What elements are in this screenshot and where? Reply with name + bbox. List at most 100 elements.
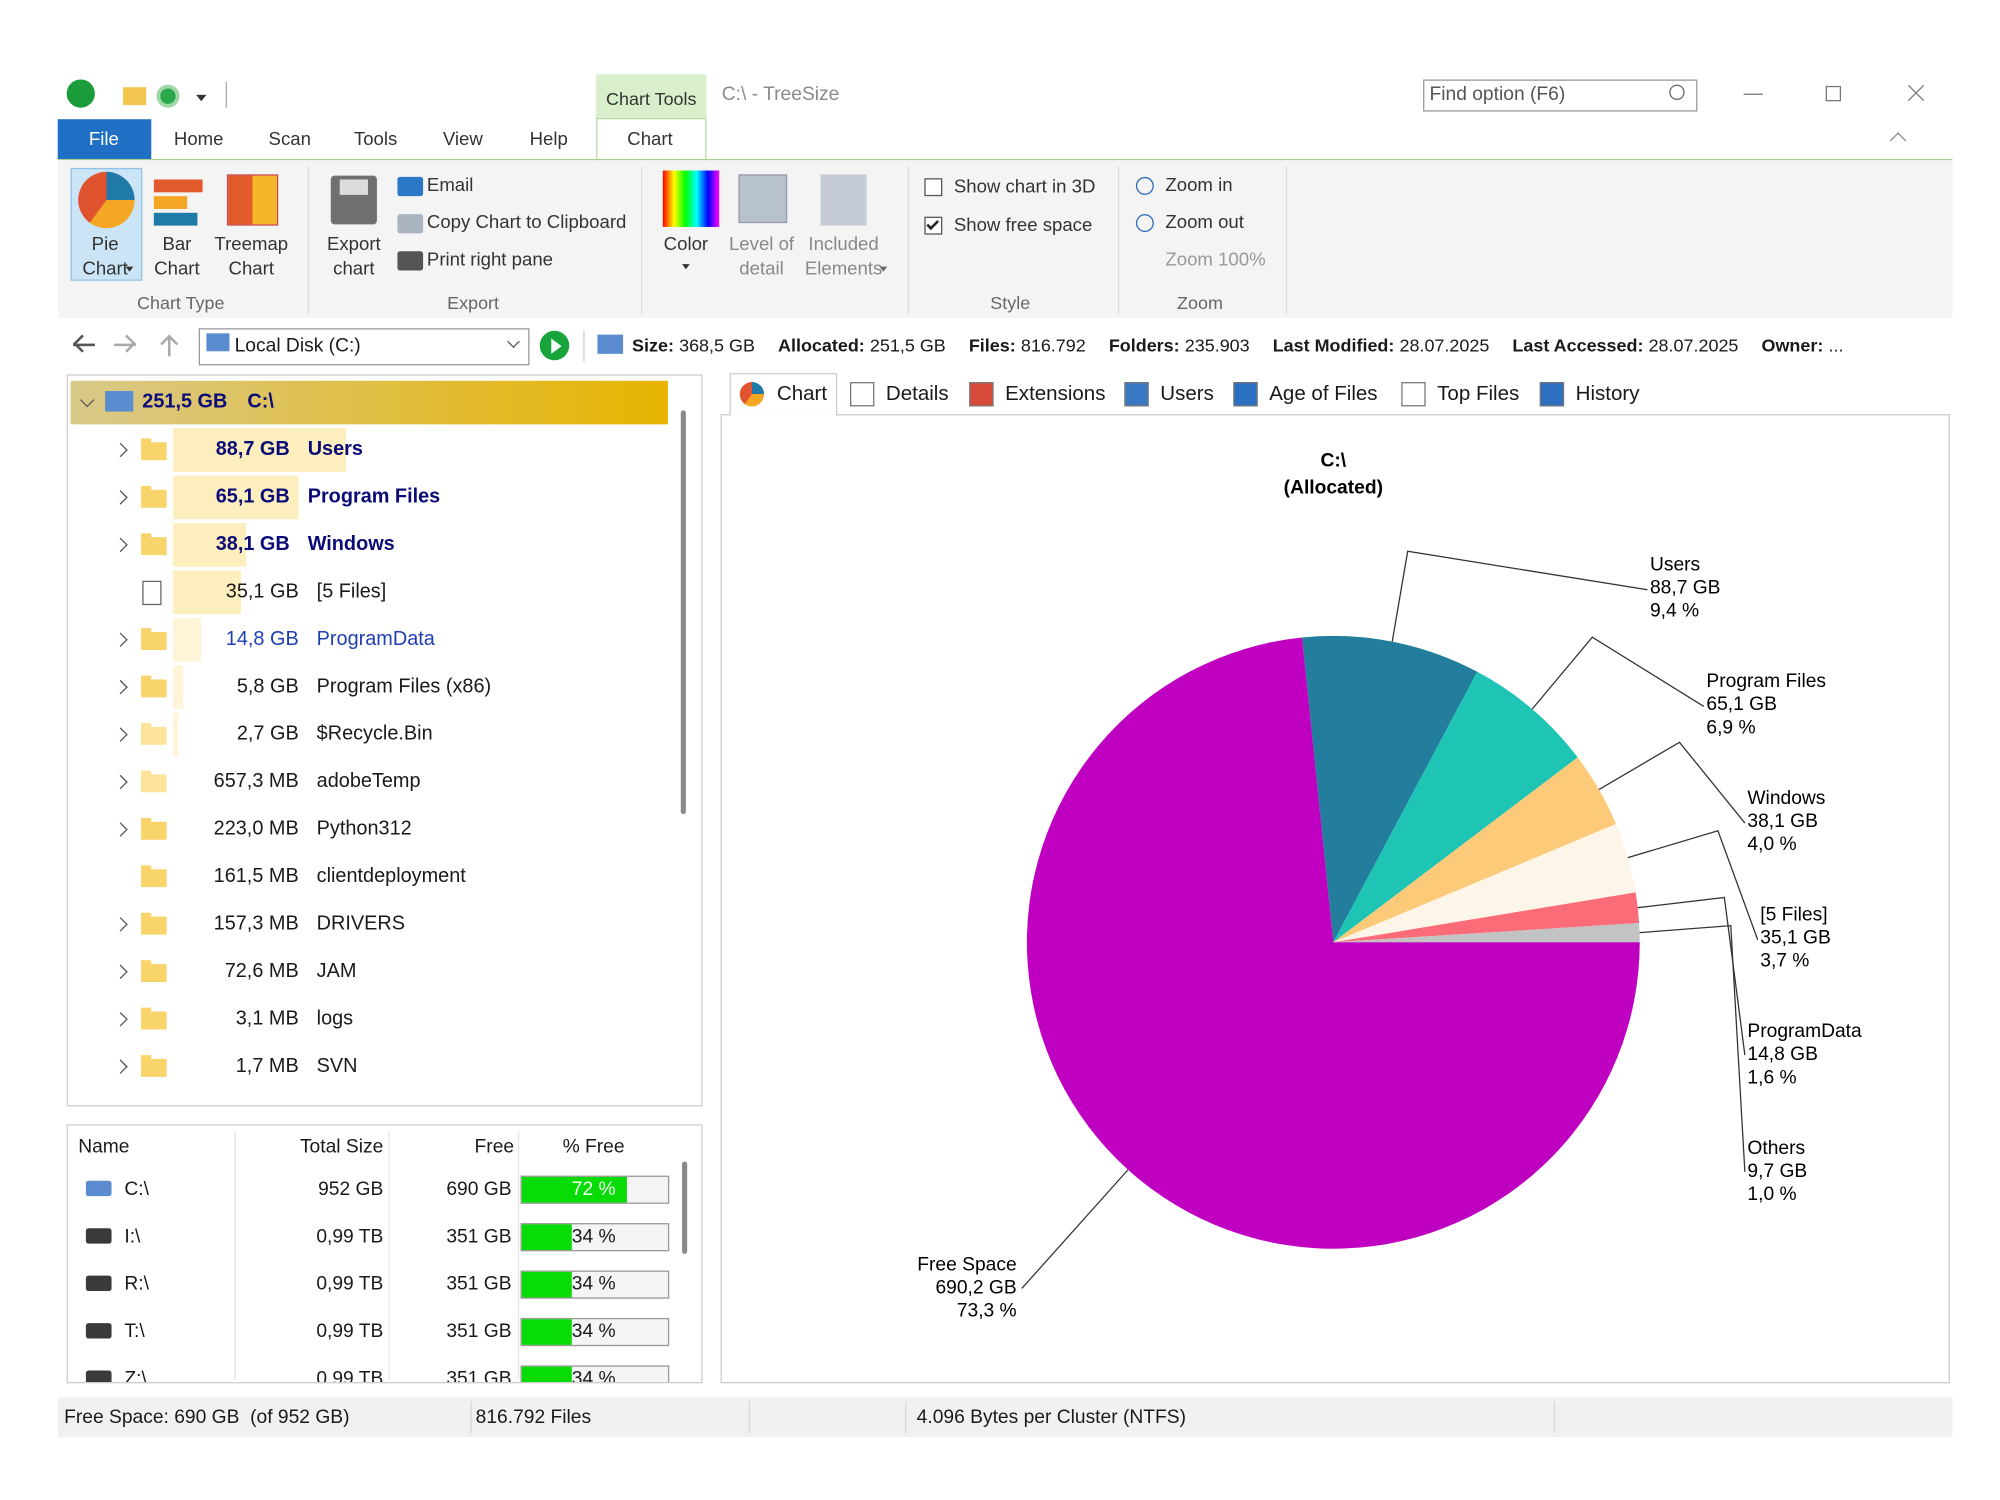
view-tab[interactable]: Users <box>1160 383 1214 406</box>
view-tab[interactable]: Top Files <box>1437 383 1520 406</box>
ribbon-item[interactable]: Zoom out <box>1165 212 1244 234</box>
file-tab-bg[interactable] <box>57 119 152 159</box>
tree-item-size[interactable]: 1,7 MB <box>235 1055 299 1077</box>
stat-label: Folders: <box>1108 334 1180 356</box>
tree-item-size[interactable]: 161,5 MB <box>213 865 299 888</box>
tree-item-name[interactable]: clientdeployment <box>316 865 466 888</box>
tree-item-size[interactable]: 5,8 GB <box>236 675 299 698</box>
checkbox[interactable] <box>924 178 943 197</box>
view-tab[interactable]: Details <box>885 383 949 406</box>
tree-item-size[interactable]: 14,8 GB <box>225 628 299 650</box>
pie-slice <box>1026 637 1640 1249</box>
drive-free: 351 GB <box>446 1367 512 1384</box>
ribbon-button-label[interactable]: Chart <box>154 258 200 280</box>
tree-item-name[interactable]: ProgramData <box>316 628 435 650</box>
slice-label-percent: 3,7 % <box>1760 951 1809 972</box>
ribbon-item[interactable]: Zoom in <box>1165 175 1233 197</box>
ribbon-tab[interactable]: File <box>88 129 119 150</box>
location-dropdown[interactable] <box>198 328 530 366</box>
ribbon-button-label[interactable]: detail <box>739 258 784 280</box>
folder-icon <box>141 679 167 698</box>
search-box[interactable] <box>1423 79 1698 112</box>
tree-item-name[interactable]: [5 Files] <box>316 580 387 603</box>
root-drive-icon <box>105 391 134 412</box>
tree-item-size[interactable]: 88,7 GB <box>215 438 290 461</box>
ribbon-tab[interactable]: Tools <box>353 129 398 150</box>
tree-item-name[interactable]: Program Files (x86) <box>316 675 492 698</box>
drive-icon <box>85 1323 112 1339</box>
ribbon-item[interactable]: Print right pane <box>426 249 554 271</box>
ribbon-button-label[interactable]: Export <box>326 234 381 256</box>
ribbon-tab[interactable]: Chart <box>627 129 673 150</box>
drive-name: T:\ <box>124 1320 145 1343</box>
stat: Last Modified: 28.07.2025 <box>1273 332 1490 358</box>
checkbox-label[interactable]: Show chart in 3D <box>953 176 1096 198</box>
pie-chart-icon <box>78 171 135 229</box>
ribbon-button-label[interactable]: Bar <box>162 234 192 256</box>
tree-item-size[interactable]: 72,6 MB <box>224 960 299 983</box>
up-arrow[interactable] <box>167 335 171 357</box>
view-tab[interactable]: Chart <box>776 383 828 406</box>
tree-item-name[interactable]: Users <box>307 438 363 461</box>
drive-total: 952 GB <box>318 1178 384 1200</box>
tree-item-size[interactable]: 3,1 MB <box>235 1007 299 1030</box>
ribbon-item[interactable]: Copy Chart to Clipboard <box>426 212 627 234</box>
tree-item-size[interactable]: 223,0 MB <box>213 817 299 840</box>
tree-item-name[interactable]: adobeTemp <box>316 770 421 793</box>
free-bar <box>520 1365 670 1383</box>
back-arrow[interactable] <box>73 343 95 347</box>
tree-item-name[interactable]: SVN <box>316 1055 358 1077</box>
tree-item-size[interactable]: 157,3 MB <box>213 912 299 935</box>
tree-item-name[interactable]: DRIVERS <box>316 912 406 935</box>
view-tab-icon <box>849 382 875 407</box>
drive-free: 351 GB <box>446 1320 512 1343</box>
tree-item-name[interactable]: $Recycle.Bin <box>316 723 433 745</box>
ribbon-button-label[interactable]: Treemap <box>214 234 289 256</box>
chart-tab-bg[interactable] <box>596 117 707 162</box>
ribbon-button-label[interactable]: Pie <box>91 234 119 256</box>
ribbon-tab[interactable]: Scan <box>268 129 311 150</box>
quick-access-dropdown[interactable] <box>196 94 207 102</box>
tree-item-name[interactable]: Python312 <box>316 817 412 840</box>
color-icon <box>662 170 720 227</box>
tree-item-size[interactable]: 38,1 GB <box>215 533 290 556</box>
slice-label-percent: 4,0 % <box>1747 834 1796 855</box>
ribbon-tab[interactable]: Home <box>173 129 224 150</box>
root-row[interactable] <box>70 380 668 425</box>
view-tab[interactable]: Age of Files <box>1269 383 1378 406</box>
tree-item-size[interactable]: 65,1 GB <box>215 485 290 508</box>
ribbon-button-label[interactable]: Chart <box>228 258 275 280</box>
tree-item-name[interactable]: JAM <box>316 960 357 983</box>
tree-item-name[interactable]: logs <box>316 1007 354 1030</box>
view-tab-icon <box>1539 382 1565 407</box>
ribbon-button-label[interactable]: chart <box>333 258 375 280</box>
ribbon-tab[interactable]: View <box>442 129 483 150</box>
folder-tab <box>141 628 152 634</box>
ribbon-item[interactable]: Email <box>426 175 474 197</box>
forward-arrow[interactable] <box>114 343 136 347</box>
tree-item-name[interactable]: Windows <box>307 533 395 556</box>
ribbon-button-label[interactable]: Level of <box>728 234 795 256</box>
ribbon-button-label[interactable]: Chart <box>82 258 128 280</box>
free-bar <box>520 1270 670 1299</box>
tree-item-size[interactable]: 35,1 GB <box>225 580 299 603</box>
view-tab[interactable]: Extensions <box>1005 383 1106 406</box>
pie-slice <box>1333 892 1640 943</box>
checkbox[interactable] <box>924 216 943 235</box>
ribbon-item: Zoom 100% <box>1165 249 1266 271</box>
minimize-button[interactable] <box>1743 93 1763 95</box>
ribbon-tab-line <box>57 158 1953 161</box>
maximize-button[interactable] <box>1825 85 1842 102</box>
checkbox-label[interactable]: Show free space <box>953 215 1093 236</box>
view-tab[interactable]: History <box>1575 383 1640 406</box>
ribbon-tab[interactable]: Help <box>529 129 568 150</box>
file-icon <box>142 580 162 606</box>
tree-item-size[interactable]: 2,7 GB <box>236 723 299 745</box>
ribbon-button-label[interactable]: Elements <box>804 258 883 280</box>
ribbon-button-label[interactable]: Included <box>808 234 879 256</box>
stat-value: 28.07.2025 <box>1648 334 1739 356</box>
folder-tab <box>141 817 152 824</box>
tree-item-size[interactable]: 657,3 MB <box>213 770 299 793</box>
tree-item-name[interactable]: Program Files <box>307 485 441 508</box>
ribbon-button-label[interactable]: Color <box>663 234 709 256</box>
